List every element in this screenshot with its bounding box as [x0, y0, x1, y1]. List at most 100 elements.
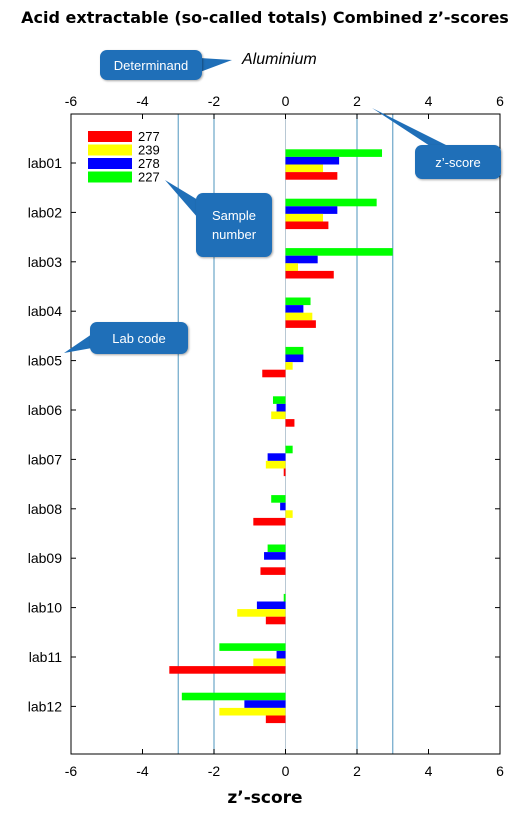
zscore-callout-label: z’-score — [435, 154, 481, 170]
bar-lab04-239 — [285, 312, 313, 321]
bar-lab06-227 — [272, 396, 286, 404]
y-tick-label: lab07 — [28, 451, 62, 467]
legend-swatch-277 — [88, 131, 132, 142]
bar-lab12-239 — [219, 707, 286, 716]
bar-lab12-277 — [265, 715, 286, 724]
y-tick-label: lab09 — [28, 550, 62, 566]
x-tick-label-top: 2 — [353, 93, 361, 109]
x-tick-label-bottom: 4 — [425, 763, 433, 779]
legend-label-227: 227 — [138, 170, 160, 185]
y-tick-label: lab08 — [28, 501, 62, 517]
determinand-label: Determinand — [113, 57, 189, 73]
x-tick-label-top: 4 — [425, 93, 433, 109]
x-axis-title: z’-score — [227, 788, 303, 808]
bar-lab10-277 — [265, 616, 286, 625]
bar-lab07-278 — [267, 453, 286, 461]
determinand-pointer — [200, 58, 232, 72]
bar-lab11-239 — [253, 658, 286, 667]
lab-code-pointer — [64, 334, 92, 353]
bar-lab06-239 — [271, 411, 286, 420]
bar-lab10-278 — [256, 601, 286, 610]
bar-lab04-227 — [285, 297, 311, 306]
bar-lab09-278 — [264, 552, 286, 560]
axes: lab01 lab02 lab03 lab04 lab05 lab06 lab07 lab08… — [28, 93, 504, 779]
chart-title: Acid extractable (so-called totals) Comb… — [21, 8, 509, 27]
x-tick-label-bottom: 0 — [282, 763, 290, 779]
bar-lab01-227 — [285, 149, 383, 157]
x-tick-label-top: 6 — [496, 93, 504, 109]
zscore-pointer — [372, 108, 448, 146]
bar-lab08-239 — [285, 510, 293, 518]
sample-number-callout: Sample number — [196, 193, 272, 257]
bar-lab04-277 — [285, 320, 316, 328]
legend-label-278: 278 — [138, 156, 160, 171]
bar-lab02-277 — [285, 221, 329, 230]
legend-swatch-278 — [88, 158, 132, 169]
bars-layer — [169, 149, 393, 724]
bar-lab03-239 — [285, 263, 299, 271]
x-tick-label-bottom: -2 — [208, 763, 221, 779]
bar-lab11-278 — [276, 650, 286, 659]
bar-lab10-227 — [283, 593, 286, 602]
legend-swatch-239 — [88, 144, 132, 156]
y-tick-label: lab11 — [29, 649, 62, 665]
bar-lab02-239 — [285, 213, 324, 222]
bar-lab12-278 — [244, 700, 286, 708]
bar-lab03-278 — [285, 255, 318, 264]
bar-lab05-227 — [285, 346, 304, 355]
x-tick-label-top: -2 — [208, 93, 221, 109]
bar-lab11-277 — [169, 666, 286, 674]
bar-lab01-277 — [285, 172, 338, 180]
x-tick-label-bottom: 2 — [353, 763, 361, 779]
bar-lab06-277 — [285, 419, 295, 427]
legend-swatch-227 — [88, 171, 132, 183]
bar-lab08-227 — [271, 495, 286, 503]
y-tick-label: lab12 — [28, 698, 62, 714]
x-tick-label-bottom: -6 — [65, 763, 78, 779]
y-tick-label: lab10 — [28, 600, 62, 616]
bar-lab02-227 — [285, 198, 377, 207]
bar-lab09-277 — [260, 567, 286, 575]
y-tick-label: lab03 — [28, 254, 62, 270]
y-tick-label: lab02 — [28, 204, 62, 220]
bar-lab02-278 — [285, 206, 338, 214]
determinand-callout: Determinand — [100, 50, 202, 80]
sample-number-label: Sample number — [211, 208, 257, 242]
bar-lab03-227 — [285, 248, 393, 256]
bar-lab07-239 — [265, 460, 286, 469]
bar-lab11-227 — [219, 643, 286, 651]
lab-code-label: Lab code — [112, 330, 166, 346]
bar-lab07-227 — [285, 445, 293, 454]
y-tick-label: lab04 — [28, 303, 62, 319]
bar-lab04-278 — [285, 305, 304, 313]
bar-lab05-277 — [262, 369, 286, 378]
bar-lab09-227 — [267, 544, 286, 553]
x-tick-label-top: -6 — [65, 93, 78, 109]
y-tick-label: lab06 — [28, 402, 62, 418]
x-tick-label-top: 0 — [282, 93, 290, 109]
bar-lab05-239 — [285, 362, 293, 370]
x-tick-label-top: -4 — [136, 93, 149, 109]
callout-pointers — [64, 58, 448, 353]
bar-lab08-278 — [280, 502, 286, 511]
bar-lab01-278 — [285, 156, 340, 165]
bar-lab10-239 — [237, 609, 286, 617]
sample-number-pointer — [165, 180, 198, 218]
legend-label-239: 239 — [138, 143, 160, 158]
x-tick-label-bottom: 6 — [496, 763, 504, 779]
y-tick-label: lab05 — [28, 353, 62, 369]
bar-lab08-277 — [253, 517, 286, 526]
determinand-value: Aluminium — [242, 51, 317, 68]
bar-lab12-227 — [181, 692, 286, 701]
bar-lab07-277 — [283, 468, 286, 477]
y-tick-label: lab01 — [28, 155, 62, 171]
bar-lab06-278 — [276, 403, 286, 412]
legend-label-277: 277 — [138, 129, 160, 144]
x-tick-label-bottom: -4 — [136, 763, 149, 779]
bar-lab01-239 — [285, 164, 324, 173]
zscore-callout: z’-score — [415, 145, 501, 179]
lab-code-callout: Lab code — [90, 322, 188, 354]
bar-lab03-277 — [285, 270, 334, 279]
